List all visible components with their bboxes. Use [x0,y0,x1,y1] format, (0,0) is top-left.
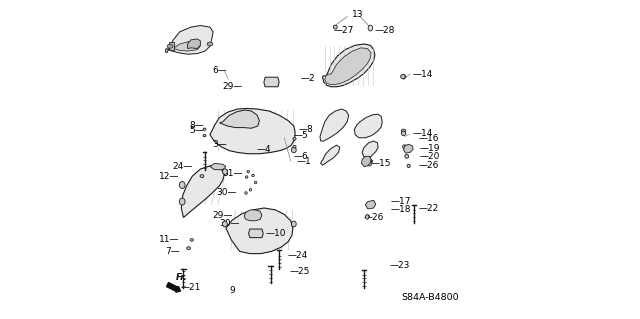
Text: —28: —28 [375,26,396,35]
Text: 9: 9 [229,286,235,295]
Ellipse shape [167,44,173,48]
Polygon shape [181,166,224,218]
Ellipse shape [333,25,337,29]
Polygon shape [244,210,262,221]
Text: 7—: 7— [165,247,180,256]
Ellipse shape [254,181,257,184]
Text: 31—: 31— [222,169,243,178]
Polygon shape [365,200,376,209]
Text: Fr.: Fr. [176,273,188,282]
Text: 29—: 29— [223,82,243,91]
Polygon shape [170,42,174,50]
Polygon shape [362,156,371,167]
Ellipse shape [293,137,296,140]
Text: 12—: 12— [159,172,180,181]
Text: —10: —10 [266,229,286,238]
Ellipse shape [401,131,406,136]
Text: 30—: 30— [216,188,236,197]
Text: —19: —19 [420,144,440,153]
Text: —25: —25 [290,267,310,276]
Polygon shape [404,144,413,153]
Ellipse shape [366,215,369,218]
Ellipse shape [223,221,227,227]
Ellipse shape [179,198,185,205]
Polygon shape [323,44,375,87]
Ellipse shape [291,147,296,153]
Ellipse shape [203,128,206,130]
Ellipse shape [245,176,248,178]
Text: —21: —21 [180,283,201,292]
Polygon shape [173,41,200,51]
Text: —20: —20 [420,152,440,161]
Ellipse shape [179,182,185,189]
Text: 30—: 30— [220,219,240,228]
Ellipse shape [249,189,252,191]
Polygon shape [188,39,200,48]
Polygon shape [362,141,378,160]
FancyArrow shape [166,283,180,292]
Text: —4: —4 [256,145,271,154]
Text: 8—: 8— [190,121,205,130]
Ellipse shape [190,239,193,241]
Text: —22: —22 [419,204,438,213]
Polygon shape [226,208,293,254]
Ellipse shape [203,135,206,137]
Ellipse shape [401,129,406,132]
Text: —27: —27 [333,26,354,35]
Polygon shape [210,163,226,170]
Ellipse shape [407,164,410,167]
Text: 29—: 29— [213,211,233,220]
Ellipse shape [368,25,372,31]
Ellipse shape [401,74,405,79]
Ellipse shape [291,221,296,227]
Text: 5—: 5— [190,126,205,135]
Text: 3—: 3— [212,140,227,149]
Text: —23: —23 [390,261,410,270]
Polygon shape [320,109,349,141]
Ellipse shape [367,160,372,166]
Ellipse shape [247,170,250,173]
Text: —18: —18 [391,205,412,214]
Polygon shape [321,145,340,165]
Text: 13: 13 [352,10,364,19]
Polygon shape [210,108,295,154]
Polygon shape [248,229,263,238]
Text: —1: —1 [296,157,311,166]
Ellipse shape [252,174,254,177]
Text: —26: —26 [419,161,438,170]
Text: —2: —2 [301,74,316,83]
Ellipse shape [223,169,227,174]
Text: —26: —26 [364,213,385,222]
Ellipse shape [365,215,369,219]
Text: 24—: 24— [173,162,193,171]
Text: —16: —16 [419,134,439,143]
Text: —5: —5 [294,131,308,140]
Polygon shape [264,77,279,87]
Ellipse shape [369,160,372,163]
Polygon shape [324,48,371,85]
Text: —8: —8 [298,125,313,134]
Ellipse shape [200,175,204,177]
Text: 11—: 11— [159,235,180,244]
Text: —14: —14 [413,70,433,78]
Text: S84A-B4800: S84A-B4800 [401,293,459,302]
Text: —17: —17 [391,197,412,206]
Ellipse shape [244,192,247,194]
Ellipse shape [401,75,406,78]
Text: —14: —14 [413,130,433,138]
Polygon shape [355,114,382,138]
Ellipse shape [187,247,191,249]
Text: 6—: 6— [212,66,227,75]
Polygon shape [165,26,213,54]
Polygon shape [220,110,259,128]
Ellipse shape [293,145,296,148]
Text: —15: —15 [371,159,391,168]
Ellipse shape [403,145,406,149]
Text: —6: —6 [294,152,308,161]
Text: —24: —24 [287,251,308,260]
Ellipse shape [405,154,409,158]
Ellipse shape [207,42,213,46]
